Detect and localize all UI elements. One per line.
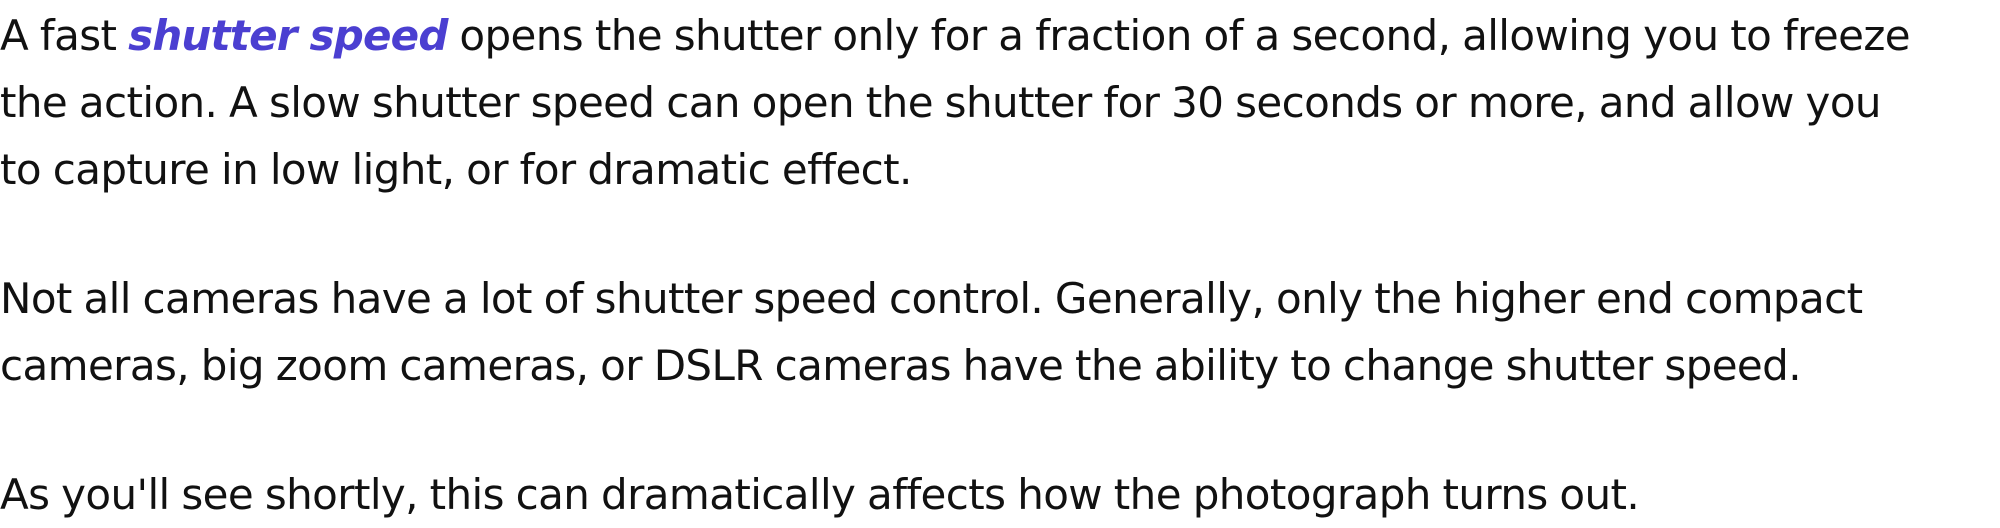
text-line: As you'll see shortly, this can dramatic… [0, 470, 1640, 519]
paragraph-spacer [0, 399, 1990, 461]
text-line: A fast shutter speed opens the shutter o… [0, 2, 1990, 69]
paragraph-shutter-speed-intro: A fast shutter speed opens the shutter o… [0, 2, 1990, 203]
highlighted-term: shutter speed [128, 11, 448, 60]
text-line: Not all cameras have a lot of shutter sp… [0, 274, 1863, 323]
paragraph-effect-note: As you'll see shortly, this can dramatic… [0, 461, 1990, 528]
lead-text: A fast [0, 11, 117, 60]
text-line: to capture in low light, or for dramatic… [0, 145, 912, 194]
text-line: cameras, big zoom cameras, or DSLR camer… [0, 341, 1802, 390]
text-line: the action. A slow shutter speed can ope… [0, 78, 1882, 127]
paragraph-spacer [0, 203, 1990, 265]
paragraph-camera-control: Not all cameras have a lot of shutter sp… [0, 265, 1990, 399]
text-line-rest: opens the shutter only for a fraction of… [459, 11, 1911, 60]
